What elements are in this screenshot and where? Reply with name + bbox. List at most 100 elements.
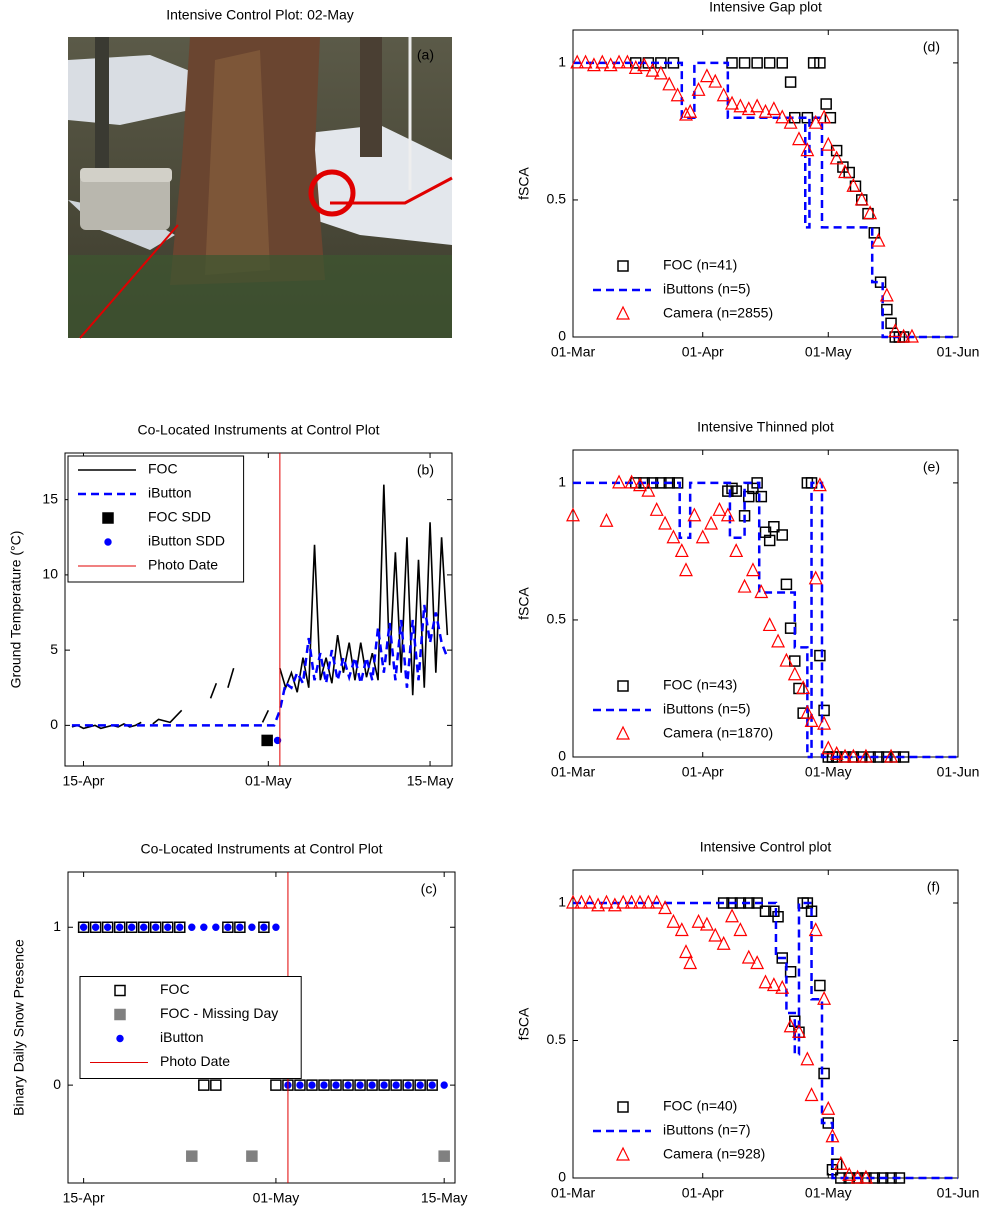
triangle-marker [679,562,693,577]
square-marker [246,1150,258,1162]
x-tick-label: 01-May [805,344,852,360]
y-tick-label: 0.5 [547,1031,567,1047]
square-marker [772,911,784,923]
triangle-marker [716,87,731,102]
box-lid [80,168,172,182]
dot-marker [356,1081,364,1089]
triangle-marker [741,949,756,964]
legend-swatch [114,984,126,997]
triangle-marker [766,101,781,116]
square-marker [342,1079,354,1091]
chart-title: Intensive Gap plot [709,0,822,15]
y-tick-label: 0 [558,1169,566,1185]
dot-marker [188,923,196,931]
x-tick-label: 01-Apr [682,764,724,780]
legend-label: FOC (n=43) [663,677,737,693]
square-marker [113,921,126,934]
square-marker [306,1079,318,1091]
triangle-marker [649,501,664,516]
triangle-marker [821,1100,836,1115]
y-tick-label: 0 [558,328,566,344]
x-tick-label: 01-May [805,764,852,780]
triangle-marker [670,87,685,102]
square-marker [814,57,826,69]
legend-frame [67,455,245,583]
legend-swatch [616,725,630,740]
triangle-marker [817,109,832,124]
legend-label: Photo Date [160,1053,230,1069]
square-marker [101,921,114,934]
x-tick-label: 01-May [805,1185,852,1201]
square-marker [261,734,273,747]
square-marker [174,921,186,934]
x-tick-label: 15-May [421,1190,468,1206]
photo [68,37,453,339]
square-marker [818,704,830,717]
triangle-marker [725,95,739,110]
y-tick-label: 0 [558,748,566,764]
triangle-marker [612,54,627,69]
square-marker [738,57,751,69]
triangle-marker [800,1051,815,1066]
triangle-marker [674,543,689,558]
triangle-marker [846,177,861,192]
x-tick-label: 01-Mar [551,764,596,780]
legend-label: FOC - Missing Day [160,1005,278,1021]
plot-frame [67,871,456,1184]
triangle-marker [666,529,681,544]
dot-marker [248,923,256,931]
moss [68,255,452,338]
triangle-marker [649,894,664,909]
square-marker [776,952,788,964]
square-marker [814,979,826,992]
y-tick-label: 0 [50,716,58,732]
triangle-marker [699,68,714,83]
triangle-marker [741,101,756,116]
triangle-marker [787,666,802,681]
legend-swatch [104,538,112,546]
triangle-marker [570,54,585,69]
highlight-circle [308,169,356,217]
legend-label: iButtons (n=5) [663,281,751,297]
triangle-marker [683,103,698,118]
x-tick-label: 01-Mar [551,344,596,360]
dot-marker [416,1081,424,1089]
dot-marker [428,1081,436,1089]
triangle-marker [729,543,744,558]
triangle-marker [829,745,844,760]
triangle-marker [603,57,618,72]
square-marker [318,1079,330,1091]
y-tick-label: 0.5 [547,611,567,627]
tree-trunk [95,37,109,197]
triangle-marker [829,150,844,165]
triangle-marker [758,974,773,989]
triangle-marker [632,894,647,909]
triangle-marker [758,103,773,118]
square-marker [198,1079,210,1091]
square-marker [726,482,738,495]
legend-swatch [116,1034,124,1043]
x-tick-label: 01-May [253,1190,300,1206]
triangle-marker [599,894,614,909]
x-tick-label: 15-Apr [62,773,104,789]
triangle-marker [783,114,798,129]
legend-swatch [616,305,630,320]
square-marker [354,1079,366,1091]
square-marker [137,921,150,934]
triangle-marker [574,894,589,909]
triangle-marker [620,54,635,69]
square-marker [258,921,270,934]
x-tick-label: 01-Mar [551,1185,596,1201]
square-marker [222,921,234,934]
chart-title: Co-Located Instruments at Control Plot [140,841,382,857]
triangle-marker [687,507,702,522]
legend-label: Camera (n=928) [663,1146,765,1162]
triangle-marker [888,323,903,338]
triangle-marker [624,474,639,489]
triangle-marker [766,977,781,992]
dot-marker [103,923,112,931]
triangle-marker [683,955,698,970]
square-marker [330,1079,342,1091]
highlight-line [330,176,453,205]
triangle-marker [858,1169,873,1184]
